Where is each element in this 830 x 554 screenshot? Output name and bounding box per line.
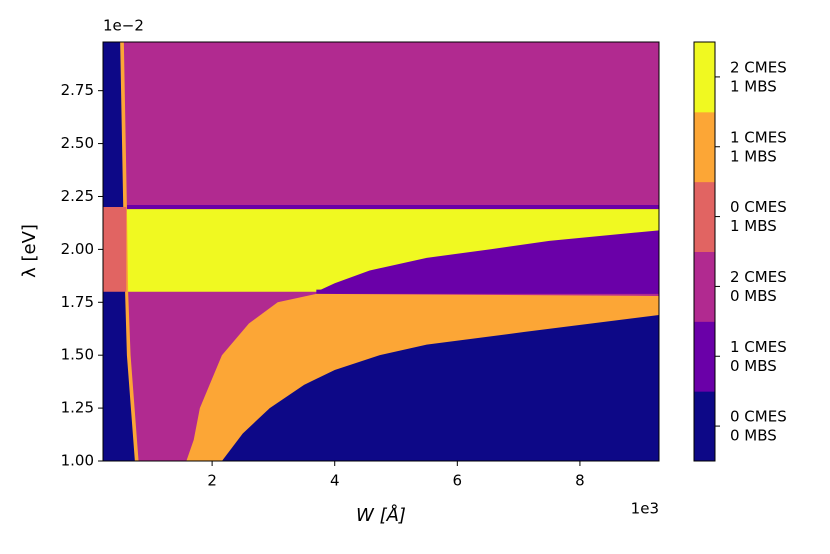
x-tick-label: 4: [330, 472, 340, 490]
colorbar-segment: [694, 251, 715, 322]
y-tick-label: 1.25: [61, 399, 94, 417]
colorbar-label: 2 CMES: [730, 268, 787, 286]
colorbar-label: 0 MBS: [730, 287, 777, 305]
x-tick-label: 6: [453, 472, 463, 490]
colorbar-segment: [694, 181, 715, 252]
colorbar-label: 2 CMES: [730, 58, 787, 76]
x-tick-label: 8: [575, 472, 585, 490]
phase-region: [316, 289, 659, 294]
phase-region: [103, 207, 127, 292]
colorbar-label: 0 CMES: [730, 408, 787, 426]
y-tick-label: 1.50: [61, 346, 94, 364]
colorbar-label: 0 CMES: [730, 198, 787, 216]
colorbar-label: 0 MBS: [730, 427, 777, 445]
colorbar-label: 1 CMES: [730, 338, 787, 356]
colorbar-label: 0 MBS: [730, 357, 777, 375]
colorbar-segment: [694, 391, 715, 462]
y-tick-label: 2.50: [61, 134, 94, 152]
phase-region: [316, 230, 659, 292]
colorbar-label: 1 CMES: [730, 128, 787, 146]
colorbar-segment: [694, 111, 715, 183]
colorbar-frame: [693, 41, 716, 462]
y-tick-label: 1.00: [61, 452, 94, 470]
colorbar-label: 1 MBS: [730, 217, 777, 235]
phase-region: [221, 314, 659, 461]
y-tick-label: 2.00: [61, 240, 94, 258]
x-axis-label: W [Å]: [356, 504, 406, 526]
y-axis-label: λ [eV]: [19, 224, 40, 278]
phase-region: [126, 204, 659, 210]
x-offset-label: 1e3: [631, 500, 659, 518]
colorbar-segment: [694, 42, 715, 113]
x-tick-label: 2: [207, 472, 217, 490]
y-tick-label: 1.75: [61, 293, 94, 311]
y-tick-label: 2.25: [61, 187, 94, 205]
colorbar-label: 1 MBS: [730, 77, 777, 95]
colorbar-segment: [694, 321, 715, 392]
y-tick-label: 2.75: [61, 81, 94, 99]
plot-frame: [102, 41, 660, 462]
colorbar-label: 1 MBS: [730, 147, 777, 165]
y-offset-label: 1e−2: [103, 17, 144, 35]
